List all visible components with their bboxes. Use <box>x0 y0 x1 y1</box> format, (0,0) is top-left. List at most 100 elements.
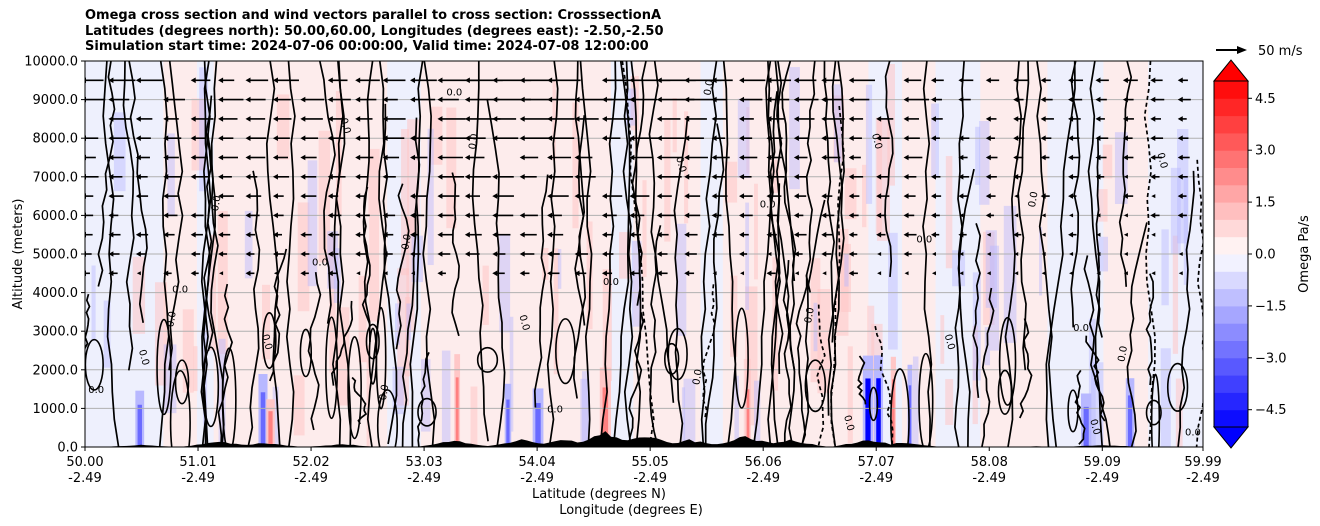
x-tick-label-lon: -2.49 <box>746 471 780 486</box>
wind-vector <box>272 96 291 103</box>
zero-contour <box>203 95 214 351</box>
wind-vector <box>793 96 819 103</box>
wind-vector <box>1151 271 1156 276</box>
wind-vector <box>1096 232 1101 237</box>
wind-vector <box>986 252 991 256</box>
positive-omega-cell <box>642 180 647 278</box>
x-axis-label-lon: Longitude (degrees E) <box>559 503 703 518</box>
negative-omega-cell <box>580 378 589 447</box>
wind-vector <box>272 174 290 180</box>
wind-vector <box>1122 96 1134 103</box>
wind-vector <box>410 135 431 141</box>
wind-vector <box>903 77 922 84</box>
wind-vector <box>959 213 964 218</box>
wind-vector <box>300 154 317 161</box>
wind-vector <box>135 154 150 161</box>
wind-vector <box>355 96 377 103</box>
positive-omega-cell <box>470 386 478 447</box>
x-tick-label-lon: -2.49 <box>407 471 441 486</box>
wind-vector <box>930 77 944 84</box>
negative-omega-cell <box>1170 167 1181 254</box>
wind-vector <box>793 174 807 180</box>
positive-omega-cell <box>318 130 331 263</box>
wind-vector <box>821 251 832 257</box>
wind-vectors <box>85 77 1191 277</box>
wind-vector <box>272 77 299 84</box>
wind-vector <box>300 116 323 122</box>
zero-contour <box>1177 170 1195 447</box>
zero-contour <box>382 103 398 445</box>
x-tick-label-lat: 59.99 <box>1184 455 1221 470</box>
positive-omega-cell <box>553 248 559 375</box>
wind-vector <box>245 193 262 199</box>
positive-omega-cell <box>369 215 380 322</box>
wind-vector <box>684 154 708 161</box>
wind-vector <box>958 77 974 84</box>
wind-vector <box>464 193 481 199</box>
wind-vector <box>601 251 614 257</box>
positive-omega-cell <box>329 234 336 373</box>
negative-omega-cell <box>734 375 739 447</box>
wind-vector <box>437 116 466 122</box>
wind-vector <box>629 154 654 161</box>
colorbar-level <box>1214 184 1248 203</box>
wind-vector <box>1068 135 1080 141</box>
wind-vector <box>410 96 436 103</box>
zero-contour <box>972 223 982 398</box>
wind-vector <box>327 96 351 103</box>
wind-vector <box>1040 77 1051 84</box>
contour-label: 0.0 <box>702 79 716 97</box>
wind-vector <box>1151 194 1156 199</box>
positive-omega-cell <box>482 265 489 325</box>
wind-vector <box>108 135 130 141</box>
negative-omega-cell <box>681 387 686 447</box>
y-tick-label: 3000.0 <box>33 325 79 340</box>
wind-vector <box>985 116 997 122</box>
wind-vector <box>1040 96 1053 103</box>
wind-vector <box>218 116 238 122</box>
wind-vector <box>656 116 681 122</box>
wind-vector <box>272 193 284 199</box>
negative-omega-cell <box>745 202 750 310</box>
negative-omega-cell <box>1183 176 1189 285</box>
zero-contour <box>781 61 797 282</box>
wind-vector <box>1040 154 1050 161</box>
wind-vector <box>1177 193 1187 199</box>
zero-contour <box>362 61 374 343</box>
contour-label: 0.0 <box>1117 345 1131 363</box>
wind-vector <box>711 174 726 180</box>
y-tick-label: 2000.0 <box>33 363 79 378</box>
wind-vector <box>190 174 209 180</box>
wind-vector <box>547 212 562 219</box>
wind-vector <box>410 154 428 161</box>
wind-vector <box>766 231 777 238</box>
wind-vector <box>876 116 894 122</box>
wind-vector <box>656 193 672 199</box>
wind-vector <box>712 271 717 276</box>
x-tick-label-lon: -2.49 <box>520 471 554 486</box>
wind-vector <box>410 212 425 219</box>
wind-vector <box>492 270 505 277</box>
quiver-key-arrow-head <box>1237 46 1247 54</box>
wind-vector <box>190 135 206 141</box>
wind-vector <box>108 154 125 161</box>
zero-contour <box>471 61 489 442</box>
wind-vector <box>739 116 754 122</box>
positive-omega-cell <box>841 243 852 312</box>
wind-vector <box>218 96 244 103</box>
wind-vector <box>190 77 211 84</box>
wind-vector <box>519 154 539 161</box>
positive-omega-cell <box>619 232 631 279</box>
wind-vector <box>410 193 427 199</box>
wind-vector <box>1151 232 1156 237</box>
wind-vector <box>355 135 370 141</box>
wind-vector <box>1178 252 1183 256</box>
wind-vector <box>437 251 451 257</box>
zero-contour-loop <box>202 346 220 428</box>
wind-vector <box>794 271 799 276</box>
wind-vector <box>985 154 998 161</box>
wind-vector <box>766 96 790 103</box>
wind-vector <box>848 116 864 122</box>
wind-vector <box>767 252 772 256</box>
